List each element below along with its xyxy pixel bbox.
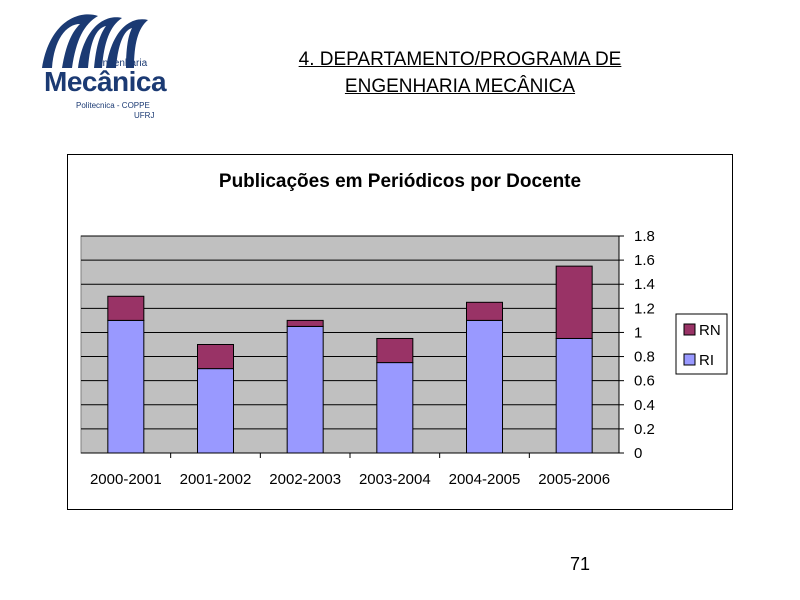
bar-rn [107, 295, 145, 321]
bar-rn [197, 344, 234, 370]
y-tick-label: 0.4 [634, 397, 655, 414]
bar-rn [466, 301, 503, 321]
logo-poli-text: Politecnica - COPPE [76, 101, 150, 110]
bar-ri [286, 325, 324, 454]
y-tick-label: 1.4 [634, 276, 655, 293]
legend-swatch-rn [683, 323, 696, 336]
logo-arches-icon [42, 14, 148, 68]
bar-ri [555, 337, 593, 454]
y-tick-label: 0.8 [634, 349, 655, 366]
page-title: 4. DEPARTAMENTO/PROGRAMA DE ENGENHARIA M… [230, 46, 690, 100]
y-tick-label: 1 [634, 324, 642, 341]
x-tick-label: 2005-2006 [538, 471, 610, 488]
chart-frame: Publicações em Periódicos por Docente 0 0.… [67, 154, 733, 510]
x-tick-label: 2003-2004 [359, 471, 431, 488]
logo-main-text: Mecânica [44, 66, 167, 97]
y-tick-label: 1.6 [634, 252, 655, 269]
bar-rn [555, 265, 593, 339]
page-title-line1: 4. DEPARTAMENTO/PROGRAMA DE [298, 49, 622, 70]
legend-label-rn: RN [699, 322, 721, 339]
bar-rn [286, 319, 324, 327]
bar-ri [197, 368, 234, 454]
bar-ri [376, 362, 414, 454]
x-tick-label: 2000-2001 [90, 471, 162, 488]
x-tick-label: 2001-2002 [180, 471, 252, 488]
chart-title: Publicações em Periódicos por Docente [219, 171, 581, 192]
y-tick-label: 1.2 [634, 300, 655, 317]
y-tick-label: 0.6 [634, 373, 655, 390]
chart: Publicações em Periódicos por Docente 0 0.… [80, 171, 728, 488]
bar-ri [107, 319, 145, 454]
bar-ri [466, 319, 503, 454]
plot-area [80, 235, 620, 454]
x-tick-label: 2004-2005 [449, 471, 521, 488]
legend-label-ri: RI [699, 352, 714, 369]
y-tick-label: 1.8 [634, 228, 655, 245]
y-tick-label: 0 [634, 445, 642, 462]
logo-ufrj-text: UFRJ [134, 111, 155, 120]
y-tick-label: 0.2 [634, 421, 655, 438]
legend-swatch-ri [683, 353, 696, 366]
page-title-line2: ENGENHARIA MECÂNICA [344, 76, 576, 97]
logo-eng-text: Engenharia [96, 58, 148, 69]
logo: Engenharia Mecânica Politecnica - COPPE … [38, 10, 168, 122]
bar-rn [376, 337, 414, 364]
page-number: 71 [570, 554, 591, 574]
x-tick-label: 2002-2003 [269, 471, 341, 488]
